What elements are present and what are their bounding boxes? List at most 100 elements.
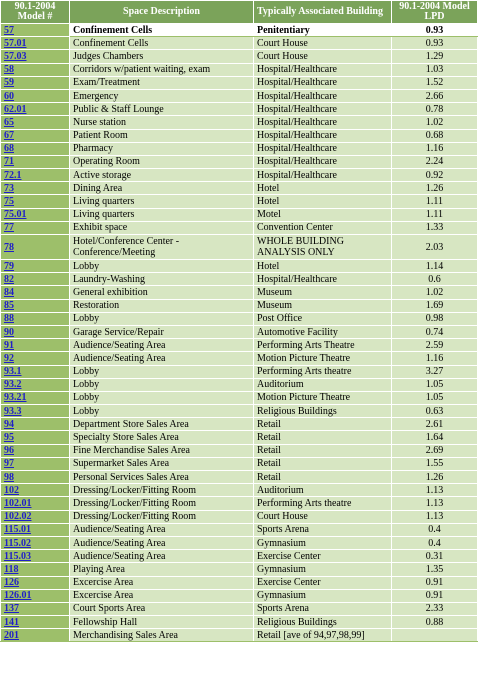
model-number-cell: 137 <box>0 601 70 617</box>
building-type-cell: Convention Center <box>253 220 392 236</box>
building-type-cell: Court House <box>253 509 392 524</box>
building-type-cell: Performing Arts Theatre <box>253 338 392 353</box>
model-number-link[interactable]: 78 <box>4 241 14 253</box>
model-number-cell: 82 <box>0 272 70 287</box>
space-description-cell: Living quarters <box>69 194 254 209</box>
model-number-cell: 94 <box>0 417 70 432</box>
lpd-value-cell: 3.27 <box>391 364 478 379</box>
model-number-link[interactable]: 75 <box>4 196 14 208</box>
model-number-link[interactable]: 79 <box>4 260 14 272</box>
building-type-cell: Motel <box>253 207 392 222</box>
table-row: 94 Department Store Sales Area Retail 2.61 <box>0 417 478 432</box>
lpd-value-cell: 1.02 <box>391 285 478 300</box>
model-number-cell: 75.01 <box>0 207 70 222</box>
space-description-cell: Nurse station <box>69 115 254 130</box>
building-type-cell: Hotel <box>253 258 392 274</box>
model-number-link[interactable]: 93.1 <box>4 366 22 378</box>
table-row: 75.01 Living quarters Motel 1.11 <box>0 207 478 222</box>
model-number-link[interactable]: 71 <box>4 156 14 168</box>
space-description-cell: Confinement Cells <box>69 22 254 38</box>
column-header-model: 90.1-2004 Model # <box>0 0 70 24</box>
model-number-link[interactable]: 102 <box>4 484 19 496</box>
model-number-link[interactable]: 60 <box>4 90 14 102</box>
lpd-table-container: 90.1-2004 Model # Space Description Typi… <box>0 0 478 643</box>
model-number-link[interactable]: 141 <box>4 616 19 628</box>
building-type-cell: Hospital/Healthcare <box>253 75 392 90</box>
space-description-cell: Public & Staff Lounge <box>69 102 254 117</box>
building-type-cell: Retail <box>253 430 392 445</box>
model-number-link[interactable]: 93.2 <box>4 379 22 391</box>
model-number-link[interactable]: 102.01 <box>4 497 32 509</box>
model-number-link[interactable]: 84 <box>4 286 14 298</box>
model-number-link[interactable]: 62.01 <box>4 103 27 115</box>
lpd-value-cell: 2.69 <box>391 443 478 458</box>
model-number-link[interactable]: 57.03 <box>4 50 27 62</box>
model-number-link[interactable]: 115.02 <box>4 537 31 549</box>
model-number-link[interactable]: 68 <box>4 143 14 155</box>
model-number-link[interactable]: 72.1 <box>4 169 22 181</box>
model-number-link[interactable]: 67 <box>4 130 14 142</box>
model-number-link[interactable]: 57.01 <box>4 37 27 49</box>
model-number-cell: 57 <box>0 22 70 38</box>
model-number-link[interactable]: 75.01 <box>4 209 27 221</box>
model-number-cell: 85 <box>0 298 70 313</box>
building-type-cell: Penitentiary <box>253 22 392 38</box>
model-number-link[interactable]: 115.03 <box>4 550 31 562</box>
table-row: 68 Pharmacy Hospital/Healthcare 1.16 <box>0 141 478 156</box>
model-number-link[interactable]: 94 <box>4 418 14 430</box>
model-number-link[interactable]: 98 <box>4 471 14 483</box>
model-number-link[interactable]: 126.01 <box>4 590 32 602</box>
model-number-link[interactable]: 93.21 <box>4 392 27 404</box>
model-number-cell: 84 <box>0 285 70 300</box>
model-number-link[interactable]: 137 <box>4 603 19 615</box>
table-row: 137 Court Sports Area Sports Arena 2.33 <box>0 601 478 617</box>
model-number-link[interactable]: 93.3 <box>4 405 22 417</box>
model-number-link[interactable]: 96 <box>4 445 14 457</box>
lpd-value-cell: 0.4 <box>391 522 478 537</box>
building-type-cell: Hospital/Healthcare <box>253 102 392 117</box>
table-row: 79 Lobby Hotel 1.14 <box>0 258 478 274</box>
model-number-link[interactable]: 95 <box>4 432 14 444</box>
lpd-value-cell: 1.33 <box>391 220 478 236</box>
model-number-link[interactable]: 201 <box>4 629 19 641</box>
space-description-cell: Audience/Seating Area <box>69 535 254 551</box>
building-type-cell: Hospital/Healthcare <box>253 115 392 130</box>
model-number-cell: 102.02 <box>0 509 70 524</box>
model-number-cell: 91 <box>0 338 70 353</box>
model-number-link[interactable]: 57 <box>4 24 14 36</box>
model-number-link[interactable]: 115.01 <box>4 524 31 536</box>
space-description-cell: Patient Room <box>69 128 254 143</box>
building-type-cell: Retail <box>253 469 392 485</box>
model-number-link[interactable]: 59 <box>4 77 14 89</box>
model-number-link[interactable]: 102.02 <box>4 511 32 523</box>
model-number-link[interactable]: 85 <box>4 300 14 312</box>
space-description-cell: Excercise Area <box>69 575 254 590</box>
model-number-link[interactable]: 91 <box>4 339 14 351</box>
model-number-link[interactable]: 88 <box>4 313 14 325</box>
model-number-cell: 93.1 <box>0 364 70 379</box>
lpd-value-cell: 1.26 <box>391 181 478 196</box>
model-number-link[interactable]: 58 <box>4 64 14 76</box>
space-description-cell: Laundry-Washing <box>69 272 254 287</box>
space-description-cell: Pharmacy <box>69 141 254 156</box>
model-number-cell: 59 <box>0 75 70 90</box>
model-number-link[interactable]: 118 <box>4 563 19 575</box>
model-number-link[interactable]: 73 <box>4 182 14 194</box>
model-number-cell: 201 <box>0 628 70 643</box>
model-number-link[interactable]: 82 <box>4 273 14 285</box>
table-row: 201 Merchandising Sales Area Retail [ave o… <box>0 628 478 643</box>
table-row: 102.02 Dressing/Locker/Fitting Room Court … <box>0 509 478 524</box>
building-type-cell: Museum <box>253 298 392 313</box>
model-number-link[interactable]: 77 <box>4 222 14 234</box>
space-description-cell: Active storage <box>69 168 254 183</box>
building-type-cell: Exercise Center <box>253 549 392 564</box>
model-number-link[interactable]: 90 <box>4 326 14 338</box>
model-number-cell: 67 <box>0 128 70 143</box>
table-row: 85 Restoration Museum 1.69 <box>0 298 478 313</box>
model-number-link[interactable]: 126 <box>4 577 19 589</box>
lpd-value-cell: 1.29 <box>391 49 478 64</box>
building-type-cell: Retail <box>253 417 392 432</box>
model-number-link[interactable]: 65 <box>4 116 14 128</box>
model-number-link[interactable]: 97 <box>4 458 14 470</box>
model-number-link[interactable]: 92 <box>4 352 14 364</box>
